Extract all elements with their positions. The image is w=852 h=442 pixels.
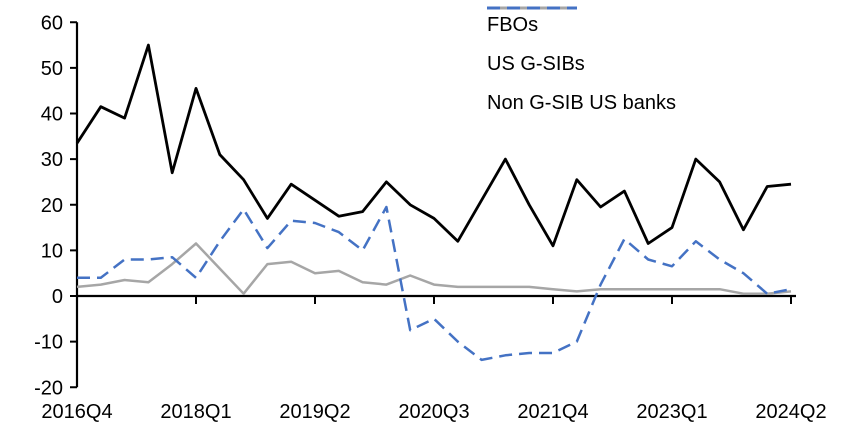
x-tick-label: 2023Q1 <box>636 401 707 423</box>
y-tick-label: 60 <box>41 12 63 34</box>
x-tick-label: 2021Q4 <box>517 401 588 423</box>
x-tick-label: 2024Q2 <box>755 401 826 423</box>
series-line-fbos <box>75 43 792 248</box>
x-tick-label: 2020Q3 <box>398 401 469 423</box>
y-tick-label: 30 <box>41 149 63 171</box>
legend-label-us-g-sibs: US G-SIBs <box>487 52 585 75</box>
y-tick-label: 20 <box>41 195 63 217</box>
y-tick-label: 10 <box>41 240 63 262</box>
legend-item-non-g-sib-us-banks: Non G-SIB US banks <box>487 6 676 122</box>
legend-line-non-g-sib-us-banks <box>487 6 577 10</box>
series-line-non-g-sib-us-banks <box>77 205 792 362</box>
legend-label-non-g-sib-us-banks: Non G-SIB US banks <box>487 91 676 114</box>
series-line-us-g-sibs <box>76 242 792 295</box>
legend-item-us-g-sibs: US G-SIBs <box>487 6 676 83</box>
x-tick-label: 2016Q4 <box>41 401 112 423</box>
x-tick-label: 2019Q2 <box>279 401 350 423</box>
y-tick-label: 50 <box>41 58 63 80</box>
legend-label-fbos: FBOs <box>487 13 539 36</box>
y-tick-label: 0 <box>52 286 63 308</box>
y-tick-label: -10 <box>34 332 63 354</box>
y-tick-label: -20 <box>34 377 63 399</box>
chart-legend: FBOs US G-SIBs Non G-SIB US banks <box>487 5 676 122</box>
y-tick-label: 40 <box>41 104 63 126</box>
x-tick-label: 2018Q1 <box>160 401 231 423</box>
